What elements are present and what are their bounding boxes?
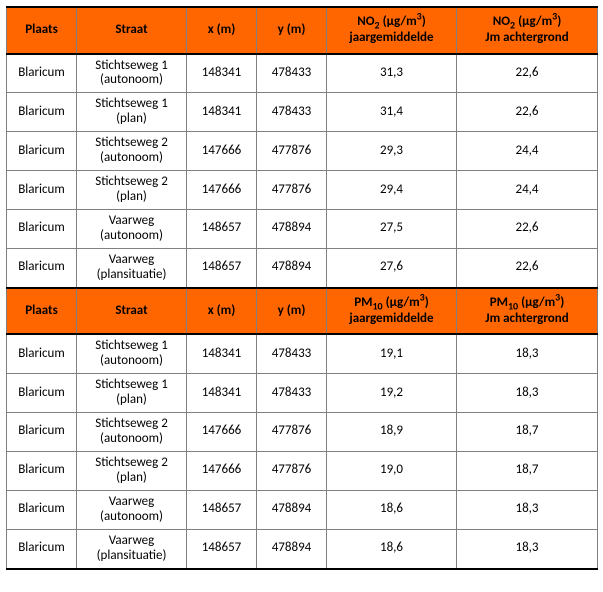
cell-straat: Stichtseweg 2(autonoom) — [77, 132, 187, 171]
cell-y: 478433 — [257, 54, 327, 93]
cell-straat: Vaarweg(plansituatie) — [77, 248, 187, 287]
cell-plaats: Blaricum — [7, 93, 77, 132]
header-y: y (m) — [257, 7, 327, 54]
cell-y: 478894 — [257, 248, 327, 287]
cell-v2: 22,6 — [457, 210, 598, 249]
cell-plaats: Blaricum — [7, 334, 77, 373]
cell-straat: Stichtseweg 1(plan) — [77, 93, 187, 132]
cell-x: 148657 — [187, 490, 257, 529]
cell-v1: 29,3 — [327, 132, 457, 171]
cell-v1: 18,9 — [327, 413, 457, 452]
cell-straat: Stichtseweg 1(autonoom) — [77, 334, 187, 373]
cell-plaats: Blaricum — [7, 490, 77, 529]
cell-straat: Stichtseweg 1(autonoom) — [77, 54, 187, 93]
cell-y: 477876 — [257, 171, 327, 210]
cell-plaats: Blaricum — [7, 529, 77, 568]
cell-y: 478433 — [257, 374, 327, 413]
cell-v1: 18,6 — [327, 529, 457, 568]
cell-plaats: Blaricum — [7, 374, 77, 413]
header-straat: Straat — [77, 288, 187, 335]
cell-x: 148341 — [187, 54, 257, 93]
cell-v2: 18,7 — [457, 451, 598, 490]
cell-x: 147666 — [187, 451, 257, 490]
cell-v2: 24,4 — [457, 132, 598, 171]
header-plaats: Plaats — [7, 7, 77, 54]
header-col6_html: PM10 (µg/m3)Jm achtergrond — [457, 288, 598, 335]
header-plaats: Plaats — [7, 288, 77, 335]
cell-x: 148341 — [187, 334, 257, 373]
cell-y: 478894 — [257, 210, 327, 249]
cell-plaats: Blaricum — [7, 248, 77, 287]
cell-plaats: Blaricum — [7, 132, 77, 171]
cell-straat: Stichtseweg 2(autonoom) — [77, 413, 187, 452]
cell-v2: 18,3 — [457, 490, 598, 529]
cell-v1: 27,5 — [327, 210, 457, 249]
cell-x: 148657 — [187, 529, 257, 568]
cell-plaats: Blaricum — [7, 171, 77, 210]
cell-y: 477876 — [257, 451, 327, 490]
cell-x: 148657 — [187, 210, 257, 249]
header-straat: Straat — [77, 7, 187, 54]
cell-v2: 24,4 — [457, 171, 598, 210]
cell-v2: 18,3 — [457, 374, 598, 413]
cell-y: 477876 — [257, 413, 327, 452]
cell-straat: Vaarweg(plansituatie) — [77, 529, 187, 568]
cell-v1: 19,1 — [327, 334, 457, 373]
cell-v1: 27,6 — [327, 248, 457, 287]
cell-v1: 18,6 — [327, 490, 457, 529]
cell-y: 478894 — [257, 529, 327, 568]
cell-v1: 31,3 — [327, 54, 457, 93]
header-col6_html: NO2 (µg/m3)Jm achtergrond — [457, 7, 598, 54]
cell-x: 148341 — [187, 93, 257, 132]
cell-plaats: Blaricum — [7, 413, 77, 452]
header-y: y (m) — [257, 288, 327, 335]
header-x: x (m) — [187, 288, 257, 335]
cell-v1: 19,0 — [327, 451, 457, 490]
cell-straat: Stichtseweg 1(plan) — [77, 374, 187, 413]
cell-y: 478433 — [257, 93, 327, 132]
cell-x: 148657 — [187, 248, 257, 287]
cell-plaats: Blaricum — [7, 54, 77, 93]
cell-straat: Vaarweg(autonoom) — [77, 210, 187, 249]
cell-straat: Stichtseweg 2(plan) — [77, 171, 187, 210]
cell-v1: 19,2 — [327, 374, 457, 413]
cell-v1: 31,4 — [327, 93, 457, 132]
cell-straat: Vaarweg(autonoom) — [77, 490, 187, 529]
cell-v2: 18,3 — [457, 529, 598, 568]
cell-v2: 18,7 — [457, 413, 598, 452]
cell-plaats: Blaricum — [7, 451, 77, 490]
cell-straat: Stichtseweg 2(plan) — [77, 451, 187, 490]
header-col5_html: PM10 (µg/m3)jaargemiddelde — [327, 288, 457, 335]
cell-x: 147666 — [187, 132, 257, 171]
cell-v2: 22,6 — [457, 248, 598, 287]
cell-v2: 18,3 — [457, 334, 598, 373]
cell-y: 477876 — [257, 132, 327, 171]
cell-y: 478433 — [257, 334, 327, 373]
cell-x: 147666 — [187, 413, 257, 452]
cell-v2: 22,6 — [457, 93, 598, 132]
header-x: x (m) — [187, 7, 257, 54]
data-table: PlaatsStraatx (m)y (m)NO2 (µg/m3)jaargem… — [6, 6, 598, 570]
cell-x: 147666 — [187, 171, 257, 210]
cell-plaats: Blaricum — [7, 210, 77, 249]
cell-y: 478894 — [257, 490, 327, 529]
cell-v1: 29,4 — [327, 171, 457, 210]
cell-v2: 22,6 — [457, 54, 598, 93]
cell-x: 148341 — [187, 374, 257, 413]
header-col5_html: NO2 (µg/m3)jaargemiddelde — [327, 7, 457, 54]
